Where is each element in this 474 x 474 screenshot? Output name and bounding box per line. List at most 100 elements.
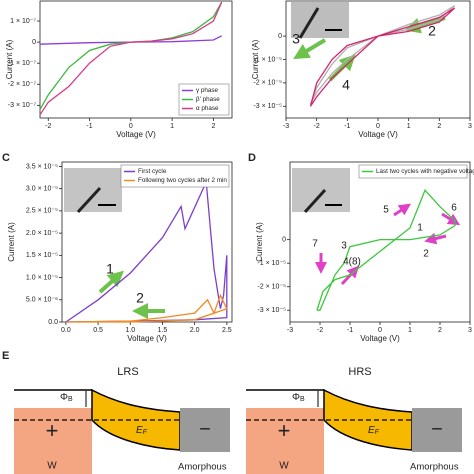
fermi-symbol: E [368, 425, 375, 436]
barrier-label: ΦB [292, 392, 305, 403]
x-axis-label: Voltage (V) [358, 130, 398, 139]
oxide-sign: − [431, 418, 443, 440]
legend-label: α phase [196, 105, 219, 112]
series-line [65, 179, 228, 323]
fermi-label: EF [136, 425, 148, 436]
x-tick-label: 1.0 [125, 327, 135, 334]
x-tick-label: -2 [317, 327, 323, 334]
inset-tip [303, 188, 327, 214]
panel-label: E [2, 350, 9, 362]
inset-tip [76, 186, 102, 214]
y-axis-label: Current (A) [5, 39, 14, 79]
y-axis-label: Current (A) [251, 39, 260, 79]
fermi-label: EF [368, 425, 380, 436]
annotation: 2 [428, 23, 436, 39]
x-tick-label: -1 [344, 123, 350, 130]
metal-sign: + [278, 418, 291, 443]
legend-label: Following two cycles after 2 min [138, 177, 227, 184]
x-axis-label: Voltage (V) [116, 130, 156, 139]
barrier-sub: B [300, 396, 305, 403]
barrier-label: ΦB [60, 392, 73, 403]
y-tick-label: -1 × 10⁻⁵ [257, 260, 286, 267]
y-tick-label: 0 [282, 236, 286, 243]
annotation: 2 [423, 249, 429, 260]
x-tick-label: 1 [407, 123, 411, 130]
y-tick-label: -3 × 10⁻⁵ [253, 103, 282, 110]
legend-label: γ phase [196, 87, 219, 94]
y-tick-label: -3 × 10⁻⁷ [8, 102, 37, 109]
x-tick-label: 2 [438, 327, 442, 334]
series-line [316, 188, 456, 311]
oxide [412, 408, 462, 452]
fermi-sub: F [143, 429, 148, 436]
y-tick-label: -1 × 10⁻⁷ [8, 60, 37, 67]
y-tick-label: 1.5 × 10⁻⁵ [26, 252, 58, 259]
legend-box [120, 164, 230, 188]
x-tick-label: 2 [211, 123, 215, 130]
x-tick-label: 2.0 [190, 327, 200, 334]
x-tick-label: -3 [283, 123, 289, 130]
oxide-sign: − [199, 418, 211, 440]
legend-label: β' phase [196, 96, 220, 103]
legend-label: Last two cycles with negative voltage [376, 168, 474, 175]
plot-frame [39, 0, 233, 119]
arrow [424, 232, 447, 245]
x-tick-label: -1 [86, 123, 92, 130]
y-tick-label: 0 [32, 39, 36, 46]
annotation: 1 [106, 261, 114, 277]
y-tick-label: -1 × 10⁻⁵ [253, 56, 282, 63]
panel-label: D [248, 152, 256, 164]
annotation: 6 [451, 203, 457, 214]
barrier-symbol: Φ [60, 392, 68, 403]
x-tick-label: 0.5 [93, 327, 103, 334]
y-tick-label: -3 × 10⁻⁵ [257, 307, 286, 314]
panel-label: C [2, 152, 10, 164]
y-tick-label: 3.0 × 10⁻⁵ [26, 186, 58, 193]
x-tick-label: 2 [437, 123, 441, 130]
fermi-sub: F [375, 429, 380, 436]
metal [14, 408, 92, 474]
fermi-symbol: E [136, 425, 143, 436]
y-tick-label: 2.0 × 10⁻⁵ [26, 230, 58, 237]
arrow [98, 270, 124, 294]
x-tick-label: 0 [376, 123, 380, 130]
annotation: 2 [136, 290, 144, 306]
y-tick-label: 1.0 × 10⁻⁵ [26, 274, 58, 281]
series-line [39, 35, 222, 45]
x-axis-label: Voltage (V) [360, 334, 400, 343]
band-title: HRS [348, 366, 371, 378]
x-tick-label: 0.0 [61, 327, 71, 334]
x-tick-label: 1 [408, 327, 412, 334]
x-tick-label: 2.5 [222, 327, 232, 334]
arrow [393, 203, 411, 217]
barrier-symbol: Φ [292, 392, 300, 403]
metal-label: W [47, 461, 57, 472]
x-tick-label: 1 [170, 123, 174, 130]
y-tick-label: 5.0 × 10⁻⁶ [26, 297, 58, 304]
inset-image [291, 2, 349, 38]
series-line [309, 5, 456, 105]
arrow [293, 38, 327, 60]
annotation: 4 [342, 77, 350, 93]
legend-label: First cycle [138, 168, 167, 175]
series-line [65, 293, 228, 323]
barrier-sub: B [68, 396, 73, 403]
metal-label: W [279, 461, 289, 472]
x-axis-label: Voltage (V) [127, 334, 167, 343]
y-tick-label: 0 [278, 33, 282, 40]
x-tick-label: 1.5 [158, 327, 168, 334]
annotation: 3 [341, 241, 347, 252]
y-tick-label: -2 × 10⁻⁷ [8, 81, 37, 88]
x-tick-label: 0 [129, 123, 133, 130]
annotation: 3 [292, 31, 300, 47]
annotation: 1 [417, 223, 423, 234]
arrow [441, 212, 461, 226]
inset-tip [298, 7, 320, 39]
series-line [309, 7, 456, 107]
oxide-label: Amorphous [178, 462, 227, 473]
y-axis-label: Current (A) [7, 222, 16, 262]
oxide-label: Amorphous [410, 462, 459, 473]
legend-box [358, 164, 468, 179]
annotation: 7 [312, 239, 318, 250]
